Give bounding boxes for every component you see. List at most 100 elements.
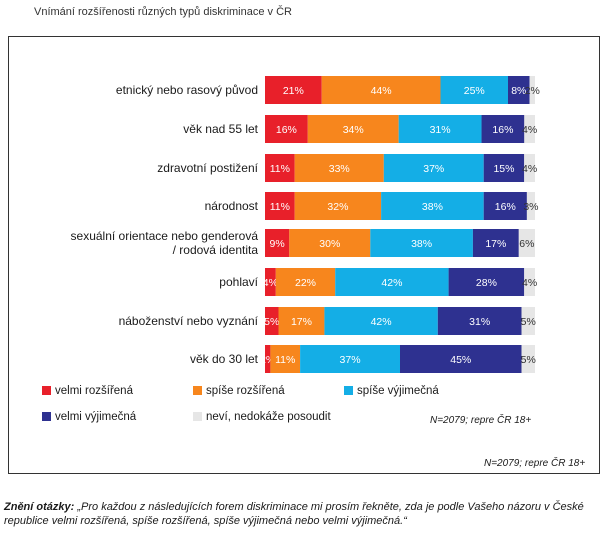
bar-segment-vek-do-30-spise_rozsirena bbox=[270, 345, 301, 373]
bar-segment-pohlavi-velmi_rozsirena bbox=[265, 268, 276, 296]
bar-segment-sexualni-spise_vyjimecna bbox=[370, 229, 473, 257]
bar-segment-sexualni-spise_rozsirena bbox=[289, 229, 371, 257]
bar-segment-vek-do-30-spise_vyjimecna bbox=[300, 345, 400, 373]
data-label-narodnost-nevi: 3% bbox=[523, 201, 538, 213]
data-label-zdravotni-velmi_rozsirena: 11% bbox=[270, 163, 290, 175]
bar-segment-etnicky-nevi bbox=[529, 76, 535, 104]
data-label-vek-nad-55-velmi_rozsirena: 16% bbox=[276, 124, 297, 136]
category-label-vek-nad-55: věk nad 55 let bbox=[183, 122, 258, 136]
bar-segment-vek-nad-55-nevi bbox=[524, 115, 535, 143]
bar-segment-etnicky-velmi_vyjimecna bbox=[508, 76, 530, 104]
data-label-etnicky-spise_rozsirena: 44% bbox=[371, 85, 392, 97]
legend-label: velmi rozšířená bbox=[55, 385, 133, 397]
data-label-vek-do-30-velmi_vyjimecna: 45% bbox=[450, 354, 471, 366]
bar-segment-vek-nad-55-velmi_vyjimecna bbox=[481, 115, 525, 143]
data-label-etnicky-spise_vyjimecna: 25% bbox=[464, 85, 485, 97]
legend-label: velmi výjimečná bbox=[55, 411, 137, 423]
bar-segment-nabozenstvi-spise_rozsirena bbox=[278, 307, 325, 335]
bar-segment-vek-do-30-nevi bbox=[521, 345, 535, 373]
bar-segment-vek-nad-55-spise_vyjimecna bbox=[398, 115, 482, 143]
data-label-vek-do-30-spise_vyjimecna: 37% bbox=[340, 354, 361, 366]
bar-segment-etnicky-spise_vyjimecna bbox=[440, 76, 508, 104]
question-label: Znění otázky: bbox=[4, 501, 75, 513]
legend-label: spíše rozšířená bbox=[206, 385, 285, 397]
legend-label: spíše výjimečná bbox=[357, 385, 439, 397]
bar-segment-narodnost-spise_rozsirena bbox=[294, 192, 382, 220]
question-wording: Znění otázky: „Pro každou z následujícíc… bbox=[4, 500, 604, 528]
bar-segment-zdravotni-velmi_rozsirena bbox=[265, 154, 295, 182]
bar-segment-zdravotni-spise_rozsirena bbox=[294, 154, 384, 182]
data-label-narodnost-velmi_vyjimecna: 16% bbox=[495, 201, 516, 213]
bar-segment-narodnost-velmi_vyjimecna bbox=[483, 192, 527, 220]
data-label-vek-do-30-nevi: 5% bbox=[521, 354, 536, 366]
question-text: „Pro každou z následujících forem diskri… bbox=[4, 501, 584, 527]
legend-label: neví, nedokáže posoudit bbox=[206, 411, 331, 423]
bar-segment-sexualni-velmi_rozsirena bbox=[265, 229, 290, 257]
bar-segment-nabozenstvi-nevi bbox=[521, 307, 535, 335]
legend-item-velmi-vyjimecna: velmi výjimečná bbox=[42, 411, 136, 423]
data-label-sexualni-nevi: 6% bbox=[519, 238, 534, 250]
bar-segment-etnicky-velmi_rozsirena bbox=[265, 76, 322, 104]
sample-note-legend: N=2079; repre ČR 18+ bbox=[430, 415, 532, 426]
data-label-etnicky-velmi_vyjimecna: 8% bbox=[511, 85, 526, 97]
data-label-nabozenstvi-velmi_vyjimecna: 31% bbox=[469, 316, 490, 328]
data-label-nabozenstvi-spise_rozsirena: 17% bbox=[291, 316, 312, 328]
bar-segment-zdravotni-spise_vyjimecna bbox=[383, 154, 484, 182]
bar-segment-pohlavi-spise_vyjimecna bbox=[335, 268, 449, 296]
data-label-pohlavi-velmi_vyjimecna: 28% bbox=[476, 277, 497, 289]
category-label-etnicky: etnický nebo rasový původ bbox=[116, 83, 258, 97]
data-label-pohlavi-nevi: 4% bbox=[522, 277, 537, 289]
legend-swatch-navy bbox=[42, 412, 51, 422]
bar-segment-narodnost-spise_vyjimecna bbox=[381, 192, 484, 220]
data-label-zdravotni-nevi: 4% bbox=[522, 163, 537, 175]
data-label-etnicky-velmi_rozsirena: 21% bbox=[283, 85, 304, 97]
bar-segment-nabozenstvi-velmi_rozsirena bbox=[265, 307, 279, 335]
data-label-vek-nad-55-spise_vyjimecna: 31% bbox=[430, 124, 451, 136]
bar-segment-pohlavi-nevi bbox=[524, 268, 535, 296]
data-label-pohlavi-velmi_rozsirena: 4% bbox=[263, 277, 278, 289]
bar-segment-vek-do-30-velmi_vyjimecna bbox=[400, 345, 522, 373]
data-label-sexualni-spise_vyjimecna: 38% bbox=[411, 238, 432, 250]
legend-swatch-orange bbox=[193, 386, 202, 396]
bar-segment-pohlavi-spise_rozsirena bbox=[275, 268, 336, 296]
data-label-narodnost-velmi_rozsirena: 11% bbox=[270, 201, 290, 213]
data-label-zdravotni-spise_vyjimecna: 37% bbox=[423, 163, 444, 175]
bar-segment-nabozenstvi-spise_vyjimecna bbox=[324, 307, 438, 335]
bar-segment-sexualni-nevi bbox=[518, 229, 535, 257]
bar-segment-zdravotni-velmi_vyjimecna bbox=[483, 154, 525, 182]
category-label-vek-do-30: věk do 30 let bbox=[190, 352, 259, 366]
data-label-etnicky-nevi: 2% bbox=[525, 85, 540, 97]
sample-note-bottom: N=2079; repre ČR 18+ bbox=[484, 458, 586, 469]
data-label-narodnost-spise_vyjimecna: 38% bbox=[422, 201, 443, 213]
bar-segment-narodnost-nevi bbox=[526, 192, 535, 220]
bar-segment-pohlavi-velmi_vyjimecna bbox=[448, 268, 525, 296]
data-label-sexualni-velmi_rozsirena: 9% bbox=[270, 238, 285, 250]
chart-frame bbox=[8, 36, 600, 474]
legend-swatch-grey bbox=[193, 412, 202, 422]
data-label-pohlavi-spise_vyjimecna: 42% bbox=[381, 277, 402, 289]
data-label-nabozenstvi-spise_vyjimecna: 42% bbox=[371, 316, 392, 328]
data-label-vek-do-30-spise_rozsirena: 11% bbox=[275, 354, 295, 366]
data-label-pohlavi-spise_rozsirena: 22% bbox=[295, 277, 316, 289]
data-label-vek-nad-55-velmi_vyjimecna: 16% bbox=[492, 124, 513, 136]
category-label-zdravotni: zdravotní postižení bbox=[157, 161, 258, 175]
category-label-nabozenstvi: náboženství nebo vyznání bbox=[119, 314, 259, 328]
bar-segment-etnicky-spise_rozsirena bbox=[321, 76, 441, 104]
category-label-pohlavi: pohlaví bbox=[219, 275, 258, 289]
bar-segment-vek-nad-55-spise_rozsirena bbox=[307, 115, 399, 143]
data-label-narodnost-spise_rozsirena: 32% bbox=[327, 201, 348, 213]
data-label-sexualni-velmi_vyjimecna: 17% bbox=[485, 238, 506, 250]
data-label-sexualni-spise_rozsirena: 30% bbox=[319, 238, 340, 250]
data-label-zdravotni-velmi_vyjimecna: 15% bbox=[493, 163, 514, 175]
legend-item-spise-vyjimecna: spíše výjimečná bbox=[344, 385, 439, 397]
legend-swatch-red bbox=[42, 386, 51, 396]
bar-segment-nabozenstvi-velmi_vyjimecna bbox=[437, 307, 522, 335]
data-label-vek-nad-55-spise_rozsirena: 34% bbox=[343, 124, 364, 136]
bar-segment-vek-do-30-velmi_rozsirena bbox=[265, 345, 271, 373]
data-label-vek-nad-55-nevi: 4% bbox=[522, 124, 537, 136]
bar-segment-zdravotni-nevi bbox=[524, 154, 535, 182]
chart-title: Vnímání rozšířenosti různých typů diskri… bbox=[34, 6, 292, 18]
bar-segment-sexualni-velmi_vyjimecna bbox=[472, 229, 519, 257]
data-label-zdravotni-spise_rozsirena: 33% bbox=[329, 163, 350, 175]
